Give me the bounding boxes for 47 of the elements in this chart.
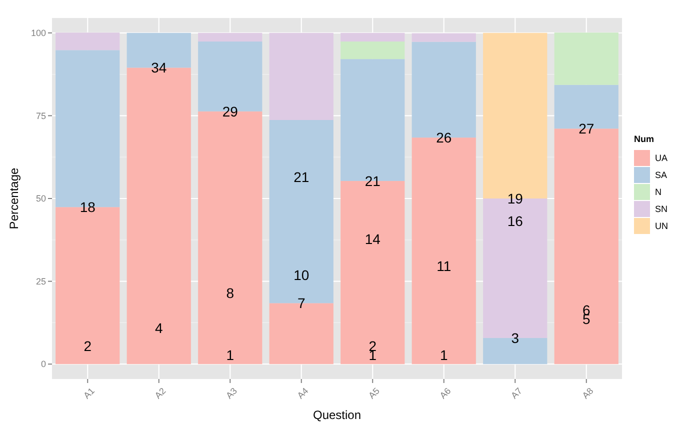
- annotation: 18: [80, 199, 96, 216]
- bar: [340, 32, 405, 42]
- annotation: 19: [507, 190, 524, 206]
- annotation: 26: [436, 129, 452, 146]
- bar: [412, 33, 476, 42]
- annotation: 1: [440, 346, 448, 363]
- x-tick-label: A4: [295, 386, 310, 401]
- x-tick-label: A5: [366, 386, 382, 401]
- y-tick-label: 100: [30, 28, 46, 38]
- annotation: 16: [507, 212, 524, 229]
- legend-label: UN: [655, 221, 668, 232]
- annotation: 8: [226, 284, 234, 301]
- annotation: 11: [436, 258, 452, 274]
- y-axis-title: Percentage: [7, 167, 21, 230]
- annotation: 1: [226, 346, 234, 363]
- annotation: 7: [297, 295, 306, 312]
- legend-label: SA: [655, 170, 668, 180]
- annotation: 21: [364, 172, 381, 189]
- legend-label: SN: [655, 204, 668, 214]
- legend-label: N: [655, 187, 662, 198]
- annotation: 2: [84, 338, 92, 354]
- y-tick-label: 25: [36, 276, 46, 286]
- x-axis-title: Question: [312, 408, 362, 422]
- x-tick-label: A8: [580, 386, 596, 401]
- x-tick-label: A1: [82, 386, 96, 401]
- annotation: 3: [511, 330, 520, 346]
- y-tick-label: 50: [36, 194, 46, 204]
- legend-title: Num: [634, 134, 654, 144]
- x-tick-label: A2: [152, 386, 168, 401]
- bar: [554, 32, 618, 85]
- y-tick-label: 75: [36, 110, 46, 121]
- annotation: 4: [154, 320, 163, 336]
- annotation: 14: [364, 230, 381, 247]
- bar: [340, 42, 405, 60]
- x-tick-label: A7: [509, 386, 524, 401]
- annotation: 10: [294, 266, 310, 283]
- annotation: 29: [222, 103, 238, 120]
- bar: [198, 32, 262, 42]
- x-tick-label: A6: [438, 386, 453, 401]
- legend-label: UA: [655, 153, 668, 164]
- annotation: 21: [294, 168, 310, 185]
- annotation: 34: [151, 60, 167, 76]
- bar: [56, 32, 120, 50]
- y-tick-label: 0: [40, 359, 46, 370]
- bar: [269, 32, 334, 120]
- annotation: 27: [578, 120, 594, 137]
- x-tick-label: A3: [224, 386, 239, 401]
